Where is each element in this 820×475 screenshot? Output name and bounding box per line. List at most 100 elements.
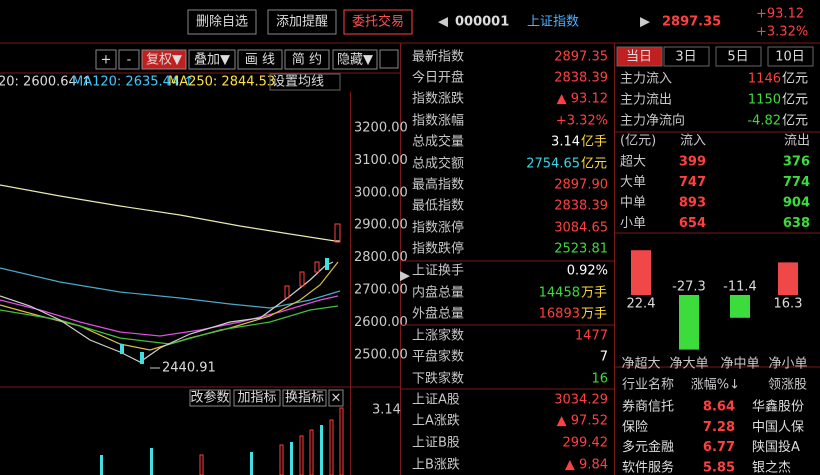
flow-bar-label: -27.3: [672, 280, 706, 295]
flow-bar-label: 22.4: [627, 297, 656, 312]
quote-label: 下跌家数: [412, 371, 464, 387]
stock-change-pct: +3.32%: [756, 25, 808, 40]
sector-leader: 银之杰: [752, 460, 791, 475]
header-button-label: 添加提醒: [276, 14, 328, 30]
candle-decoration: [120, 223, 341, 364]
quote-unit: 万手: [581, 307, 607, 322]
candle: [334, 223, 341, 243]
header-button[interactable]: [267, 9, 337, 35]
chart-tool[interactable]: [332, 49, 378, 70]
volume-bar: [150, 448, 153, 475]
flow-table-in: 747: [679, 175, 706, 190]
chart-tool[interactable]: [237, 49, 283, 70]
quote-value: 16: [591, 372, 608, 387]
quote-label: 总成交额: [412, 156, 464, 172]
chart-tool-label: 画 线: [245, 53, 275, 68]
volume-tool-label: 换指标: [285, 391, 324, 406]
price-axis-label: 2800.00: [354, 250, 408, 265]
quote-unit: 亿元: [581, 157, 607, 172]
chart-tool[interactable]: [95, 49, 117, 70]
sector-pct: 6.77: [703, 440, 735, 455]
volume-axis-label: 3.14: [372, 403, 401, 418]
flow-table-in: 893: [679, 196, 706, 211]
flow-table-label: 超大: [620, 155, 646, 170]
flow-table-out: 376: [783, 155, 810, 170]
quote-value: 299.42: [563, 436, 609, 451]
flow-tab[interactable]: [663, 46, 710, 67]
chart-tool[interactable]: [284, 49, 330, 70]
quote-label: 最高指数: [412, 177, 464, 193]
prev-arrow[interactable]: ◀: [438, 15, 448, 30]
flow-table-out: 904: [783, 196, 810, 211]
volume-bar: [329, 419, 334, 475]
volume-bar: [199, 454, 204, 475]
quote-label: 指数涨跌: [412, 91, 464, 107]
quote-value: 1477: [575, 329, 608, 344]
volume-bar: [250, 452, 253, 475]
header-button[interactable]: [187, 9, 257, 35]
price-axis-label: 2900.00: [354, 218, 408, 233]
sector-leader: 中国人保: [752, 420, 804, 435]
volume-tool-label: ×: [331, 391, 342, 406]
flow-bar-category: 净超大: [621, 357, 660, 372]
quote-value: 2897.90: [554, 178, 608, 193]
next-arrow[interactable]: ▶: [640, 15, 650, 30]
candle: [120, 344, 124, 354]
fullscreen-icon[interactable]: [379, 49, 399, 69]
flow-table-in: 399: [679, 155, 706, 170]
sector-name: 多元金融: [622, 439, 674, 455]
flow-bar-category: 净大单: [669, 357, 708, 372]
quote-value: 2838.39: [554, 199, 608, 214]
sector-header: 涨幅%↓: [691, 378, 740, 393]
flow-bar-category: 净小单: [768, 357, 807, 372]
header-button[interactable]: [343, 9, 413, 35]
flow-table-out: 774: [783, 175, 810, 190]
flow-tab[interactable]: [767, 46, 814, 67]
quote-value: ▲ 9.84: [565, 458, 608, 473]
quote-label: 指数涨幅: [412, 114, 464, 129]
quote-label: 上B涨跌: [412, 457, 460, 473]
stock-price: 2897.35: [662, 15, 721, 30]
ma-line: [0, 184, 340, 242]
quote-label: 平盘家数: [412, 349, 464, 365]
volume-bar: [279, 444, 284, 475]
volume-tool[interactable]: [328, 389, 344, 407]
chart-tool[interactable]: [188, 49, 236, 70]
chart-tool[interactable]: [118, 49, 140, 70]
sector-name: 保险: [622, 420, 648, 435]
quote-label: 上证换手: [412, 264, 464, 279]
stock-name: 上证指数: [527, 15, 579, 30]
flow-table-in: 654: [679, 216, 706, 231]
chart-tool-label: 简 约: [292, 52, 322, 68]
volume-tool[interactable]: [233, 389, 281, 407]
volume-tool[interactable]: [282, 389, 327, 407]
sector-name: 软件服务: [622, 459, 674, 475]
kline-decoration: [0, 184, 341, 363]
candle: [284, 285, 290, 299]
ma-legend: 设置均线: [272, 75, 324, 90]
candle: [299, 271, 305, 287]
ma-legend: MA120: 2635.44 ↑: [72, 75, 194, 90]
price-axis-label: 3000.00: [354, 185, 408, 200]
volume-tool[interactable]: [189, 389, 231, 407]
ma-settings[interactable]: [269, 73, 341, 91]
ma-line: [0, 267, 341, 309]
quote-value: 2523.81: [554, 242, 608, 257]
chart-tool-label: 叠加▼: [194, 53, 230, 68]
price-axis-label: 3100.00: [354, 153, 408, 168]
flow-table-header: 流出: [784, 134, 810, 149]
flow-tab[interactable]: [715, 46, 762, 67]
quote-label: 指数跌停: [412, 241, 464, 257]
volume-bar: [339, 407, 344, 475]
sector-pct: 5.85: [703, 460, 735, 475]
collapse-arrow[interactable]: ▶: [400, 269, 410, 284]
volume-decoration: [100, 407, 344, 475]
quote-label: 内盘总量: [412, 285, 464, 301]
candle: [314, 261, 320, 273]
flow-tab[interactable]: [616, 46, 663, 67]
chart-tool[interactable]: [141, 49, 187, 70]
quote-label: 上涨家数: [412, 328, 464, 344]
flow-bar-category: 净中单: [720, 357, 759, 372]
